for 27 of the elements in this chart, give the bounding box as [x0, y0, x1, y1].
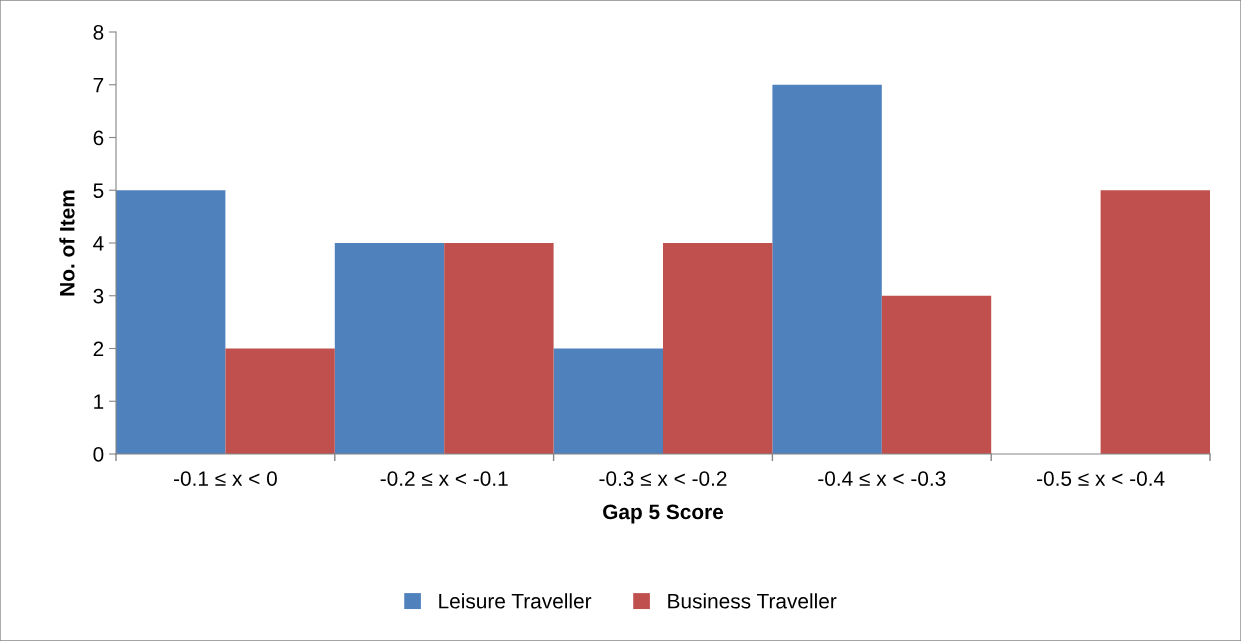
bar	[881, 295, 992, 454]
x-tick-label: -0.2 ≤ x < -0.1	[380, 471, 508, 486]
y-tick-label: 3	[93, 288, 104, 304]
bar	[334, 243, 445, 454]
x-tick-label: -0.3 ≤ x < -0.2	[599, 471, 727, 486]
y-tick-label: 6	[93, 130, 104, 146]
bar	[663, 243, 773, 454]
y-tick-label: 2	[93, 341, 104, 357]
bar	[116, 190, 226, 454]
y-tick-label: 8	[93, 25, 104, 40]
y-tick-label: 1	[94, 394, 104, 409]
legend-label: Leisure Traveller	[439, 593, 592, 609]
y-axis-title: No. of Item	[59, 190, 75, 296]
x-tick-label: -0.4 ≤ x < -0.3	[818, 471, 946, 486]
bar	[1100, 190, 1210, 454]
y-tick-label: 5	[93, 183, 104, 198]
bar	[772, 84, 882, 454]
bar	[444, 243, 554, 454]
x-axis-title: Gap 5 Score	[603, 504, 724, 524]
bar	[553, 348, 663, 454]
x-tick-label: -0.1 ≤ x < 0	[174, 471, 277, 486]
y-tick-label: 4	[93, 236, 104, 251]
x-tick-label: -0.5 ≤ x < -0.4	[1037, 471, 1165, 486]
bar	[225, 348, 335, 454]
y-tick-label: 7	[93, 77, 104, 93]
y-tick-label: 0	[93, 447, 104, 462]
legend-label: Business Traveller	[668, 593, 837, 609]
